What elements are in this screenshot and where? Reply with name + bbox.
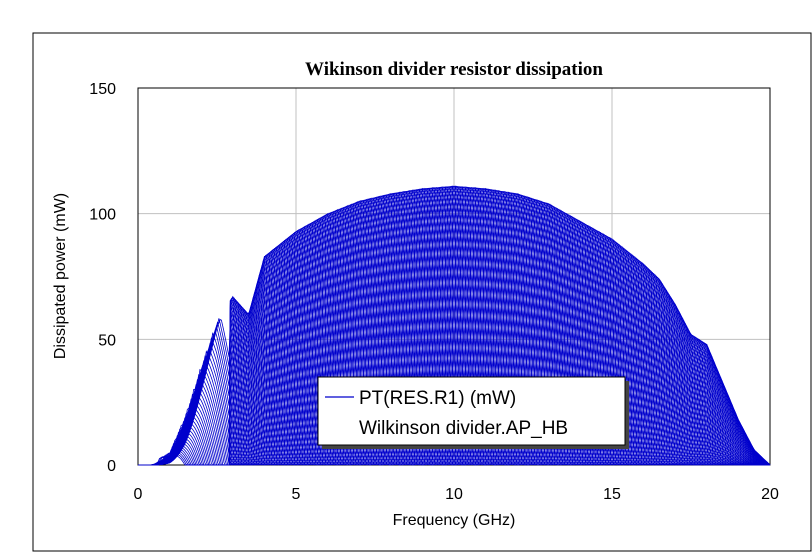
y-tick-label: 50 [98, 332, 116, 349]
x-tick-label: 10 [445, 486, 463, 503]
x-tick-label: 20 [761, 486, 779, 503]
x-tick-label: 15 [603, 486, 621, 503]
series-trace [138, 186, 771, 466]
x-tick-label: 5 [292, 486, 301, 503]
series-trace [138, 186, 771, 466]
series-trace [138, 187, 771, 466]
series-trace [138, 187, 771, 466]
series-trace [138, 187, 771, 466]
y-axis-label: Dissipated power (mW) [52, 193, 69, 359]
series-traces [138, 185, 771, 466]
y-tick-label: 0 [107, 458, 116, 475]
chart-title: Wikinson divider resistor dissipation [305, 59, 603, 80]
legend-entry-label: PT(RES.R1) (mW) [359, 388, 516, 409]
series-trace [138, 185, 771, 466]
legend: PT(RES.R1) (mW) Wilkinson divider.AP_HB [317, 376, 629, 449]
x-axis-label: Frequency (GHz) [393, 512, 516, 529]
series-trace [138, 186, 771, 466]
series-trace [138, 186, 771, 466]
series-trace [138, 187, 771, 466]
series-trace [138, 185, 770, 466]
series-trace [138, 185, 770, 466]
y-tick-label: 150 [89, 81, 116, 98]
series-trace [138, 186, 771, 466]
legend-entry-source: Wilkinson divider.AP_HB [359, 418, 568, 439]
y-tick-label: 100 [89, 207, 116, 224]
legend-box [317, 376, 626, 446]
x-tick-label: 0 [134, 486, 143, 503]
series-trace [138, 186, 771, 466]
series-trace [138, 187, 771, 466]
tick-labels: 0 5 10 15 20 0 50 100 150 [89, 81, 779, 503]
series-trace [138, 186, 771, 466]
